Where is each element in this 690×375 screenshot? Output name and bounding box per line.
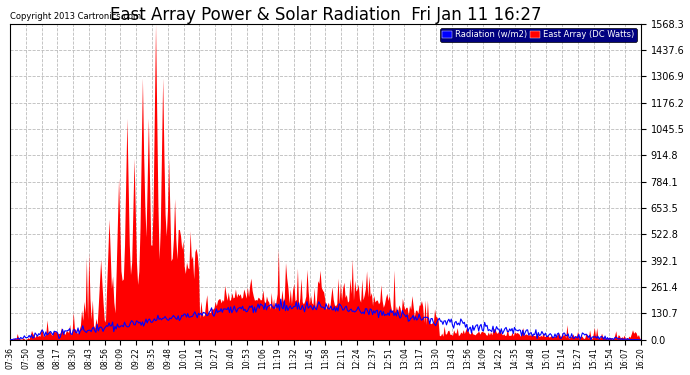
Text: Copyright 2013 Cartronics.com: Copyright 2013 Cartronics.com	[10, 12, 141, 21]
Title: East Array Power & Solar Radiation  Fri Jan 11 16:27: East Array Power & Solar Radiation Fri J…	[110, 6, 541, 24]
Legend: Radiation (w/m2), East Array (DC Watts): Radiation (w/m2), East Array (DC Watts)	[440, 28, 637, 42]
